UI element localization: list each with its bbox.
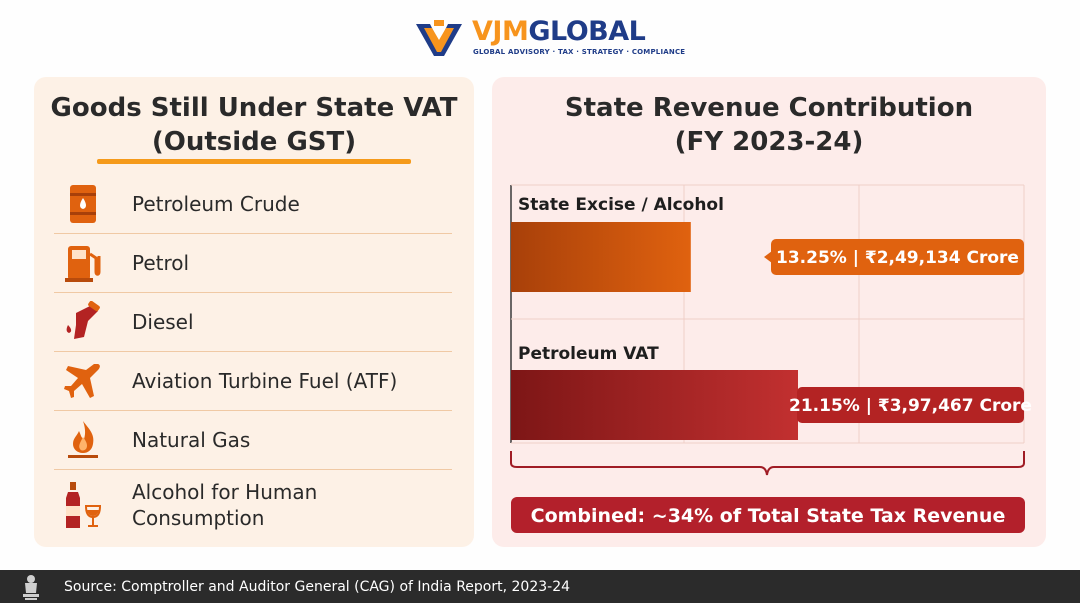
chart-title: State Revenue Contribution (FY 2023-24) [492, 91, 1046, 159]
source-text: Source: Comptroller and Auditor General … [64, 578, 571, 595]
list-item: Alcohol for Human Consumption [54, 470, 452, 540]
summary-box [511, 497, 1025, 533]
revenue-bar-chart: State Excise / Alcohol 13.25% | ₹2,49,134… [510, 184, 1032, 533]
airplane-icon [62, 360, 104, 402]
data-label: 21.15% | ₹3,97,467 Crore [789, 396, 1032, 416]
combined-brace [510, 451, 1025, 476]
data-label: 13.25% | ₹2,49,134 Crore [776, 248, 1019, 268]
vat-goods-title: Goods Still Under State VAT (Outside GST… [50, 93, 458, 157]
fuel-pump-icon [62, 242, 104, 284]
item-label: Petroleum Crude [132, 192, 300, 216]
revenue-chart-panel: State Revenue Contribution (FY 2023-24) … [492, 77, 1046, 547]
bottle-and-glass-icon [62, 482, 104, 528]
source-footer: Source: Comptroller and Auditor General … [0, 570, 1080, 603]
data-label-pointer [764, 251, 772, 263]
data-label-box [771, 239, 1024, 275]
brand-name: VJMGLOBAL [472, 16, 646, 47]
list-item: Natural Gas [54, 411, 452, 470]
data-label-pointer [790, 399, 798, 411]
fuel-nozzle-icon [62, 300, 104, 343]
list-item: Diesel [54, 293, 452, 352]
item-label: Natural Gas [132, 428, 251, 452]
gas-flame-icon [62, 419, 104, 461]
brand-tagline: GLOBAL ADVISORY · TAX · STRATEGY · COMPL… [473, 48, 686, 56]
list-item: Aviation Turbine Fuel (ATF) [54, 352, 452, 411]
category-label: State Excise / Alcohol [518, 195, 724, 215]
chart-title-line2: (FY 2023-24) [674, 127, 864, 157]
vjm-logo-icon [416, 20, 462, 56]
item-label: Petrol [132, 251, 190, 275]
title-underline [97, 159, 411, 164]
item-label: Aviation Turbine Fuel (ATF) [132, 369, 398, 393]
item-label: Diesel [132, 310, 194, 334]
item-label: Alcohol for Human Consumption [132, 480, 318, 530]
chart-title-line1: State Revenue Contribution [564, 93, 974, 123]
list-item: Petrol [54, 234, 452, 293]
national-emblem-icon [20, 573, 42, 601]
bar [511, 370, 798, 440]
brand-logo: VJMGLOBAL GLOBAL ADVISORY · TAX · STRATE… [414, 16, 685, 62]
summary-label: Combined: ~34% of Total State Tax Revenu… [531, 505, 1006, 527]
bar [511, 222, 691, 292]
vat-goods-panel: Goods Still Under State VAT (Outside GST… [34, 77, 474, 547]
category-label: Petroleum VAT [518, 344, 659, 364]
oil-barrel-icon [62, 183, 104, 225]
list-item: Petroleum Crude [54, 175, 452, 234]
data-label-box [797, 387, 1024, 423]
